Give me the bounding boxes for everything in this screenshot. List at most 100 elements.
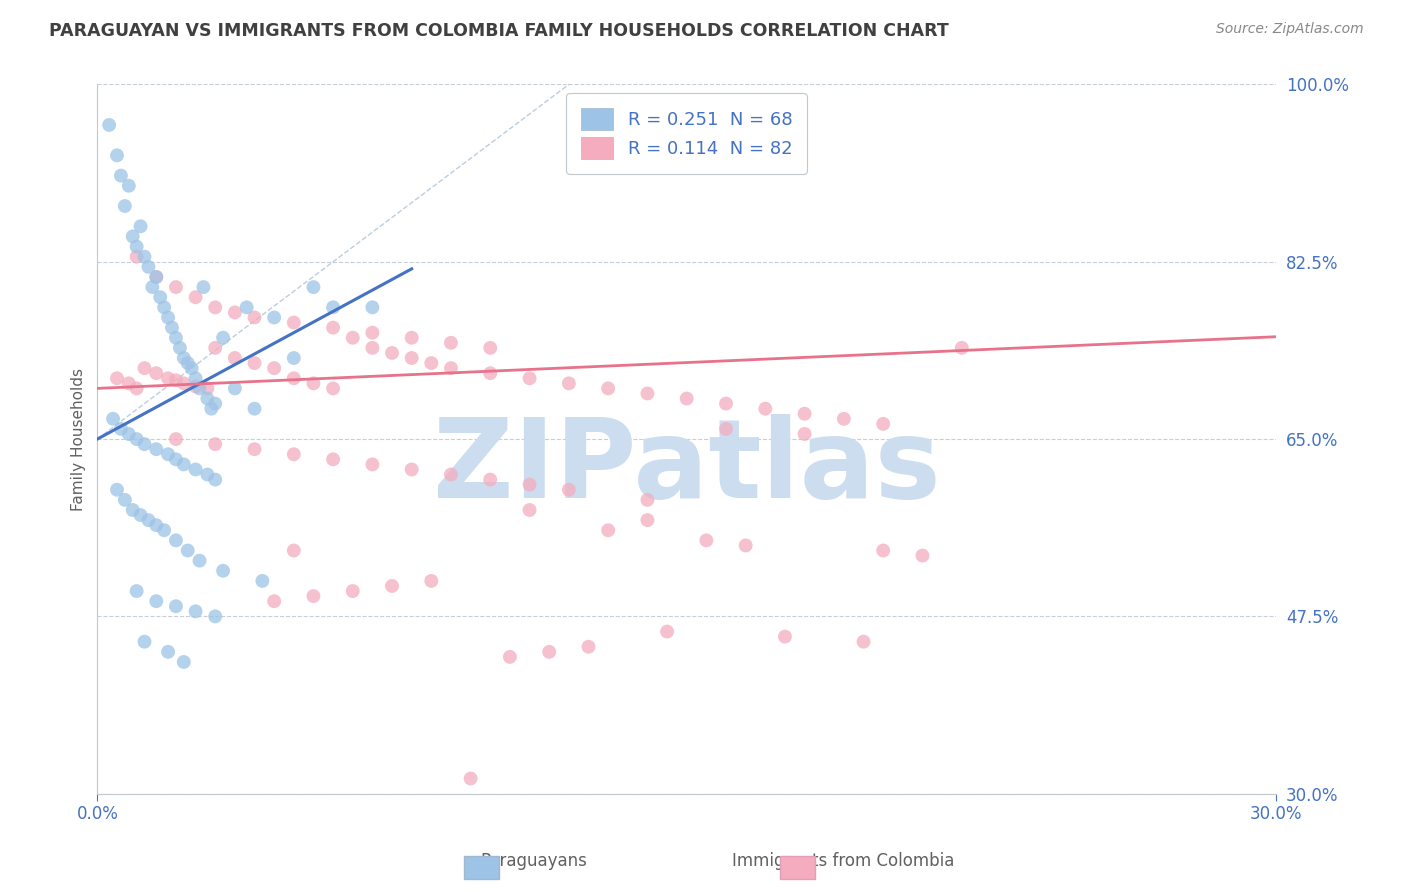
Point: [283, 371, 305, 385]
Point: [499, 649, 522, 664]
Point: [138, 260, 160, 274]
Point: [675, 392, 697, 406]
Point: [283, 543, 305, 558]
Point: [134, 437, 156, 451]
Point: [204, 609, 226, 624]
Point: [145, 442, 167, 457]
Text: Source: ZipAtlas.com: Source: ZipAtlas.com: [1216, 22, 1364, 37]
Y-axis label: Family Households: Family Households: [72, 368, 86, 510]
Point: [125, 239, 148, 253]
Point: [872, 543, 894, 558]
Point: [302, 376, 325, 391]
Point: [302, 280, 325, 294]
Point: [101, 411, 124, 425]
Point: [188, 554, 211, 568]
Point: [165, 452, 187, 467]
Point: [479, 341, 502, 355]
Point: [361, 301, 384, 315]
Point: [519, 477, 541, 491]
Point: [105, 148, 128, 162]
Point: [204, 301, 226, 315]
Point: [212, 564, 235, 578]
Point: [125, 250, 148, 264]
Point: [188, 381, 211, 395]
Point: [212, 331, 235, 345]
Point: [636, 513, 658, 527]
Point: [195, 381, 218, 395]
Point: [558, 483, 581, 497]
Point: [173, 351, 195, 365]
Point: [121, 503, 143, 517]
Point: [177, 356, 200, 370]
Point: [125, 432, 148, 446]
Point: [125, 381, 148, 395]
Point: [145, 366, 167, 380]
Point: [695, 533, 717, 548]
Point: [342, 331, 364, 345]
Point: [118, 427, 141, 442]
Point: [793, 427, 815, 442]
Point: [460, 772, 482, 786]
Point: [224, 305, 246, 319]
Point: [852, 634, 875, 648]
Point: [302, 589, 325, 603]
Point: [177, 543, 200, 558]
Point: [105, 371, 128, 385]
Point: [98, 118, 121, 132]
Point: [479, 473, 502, 487]
Point: [872, 417, 894, 431]
Point: [440, 361, 463, 376]
Point: [243, 310, 266, 325]
Point: [479, 366, 502, 380]
Point: [200, 401, 222, 416]
Point: [420, 574, 443, 588]
Point: [224, 381, 246, 395]
Point: [129, 219, 152, 234]
Legend: R = 0.251  N = 68, R = 0.114  N = 82: R = 0.251 N = 68, R = 0.114 N = 82: [567, 94, 807, 174]
Point: [519, 503, 541, 517]
Point: [204, 473, 226, 487]
Point: [342, 584, 364, 599]
Point: [754, 401, 776, 416]
Point: [141, 280, 163, 294]
Point: [263, 361, 285, 376]
Point: [401, 351, 423, 365]
Point: [252, 574, 274, 588]
Point: [322, 301, 344, 315]
Point: [636, 386, 658, 401]
Point: [401, 331, 423, 345]
Point: [145, 594, 167, 608]
Point: [283, 316, 305, 330]
Point: [157, 371, 180, 385]
Point: [165, 533, 187, 548]
Point: [138, 513, 160, 527]
Point: [195, 467, 218, 482]
Point: [134, 361, 156, 376]
Text: ZIPatlas: ZIPatlas: [433, 414, 941, 521]
Point: [184, 462, 207, 476]
Point: [283, 447, 305, 461]
Point: [165, 432, 187, 446]
Point: [121, 229, 143, 244]
Point: [110, 422, 132, 436]
Point: [184, 290, 207, 304]
Point: [322, 320, 344, 334]
Point: [420, 356, 443, 370]
Point: [361, 326, 384, 340]
Point: [125, 584, 148, 599]
Point: [114, 199, 136, 213]
Point: [911, 549, 934, 563]
Point: [793, 407, 815, 421]
Point: [243, 401, 266, 416]
Point: [832, 411, 855, 425]
Point: [184, 379, 207, 393]
Point: [165, 331, 187, 345]
Point: [773, 630, 796, 644]
Point: [204, 396, 226, 410]
Point: [173, 458, 195, 472]
Point: [118, 376, 141, 391]
Point: [243, 442, 266, 457]
Point: [193, 280, 215, 294]
Point: [401, 462, 423, 476]
Point: [263, 594, 285, 608]
